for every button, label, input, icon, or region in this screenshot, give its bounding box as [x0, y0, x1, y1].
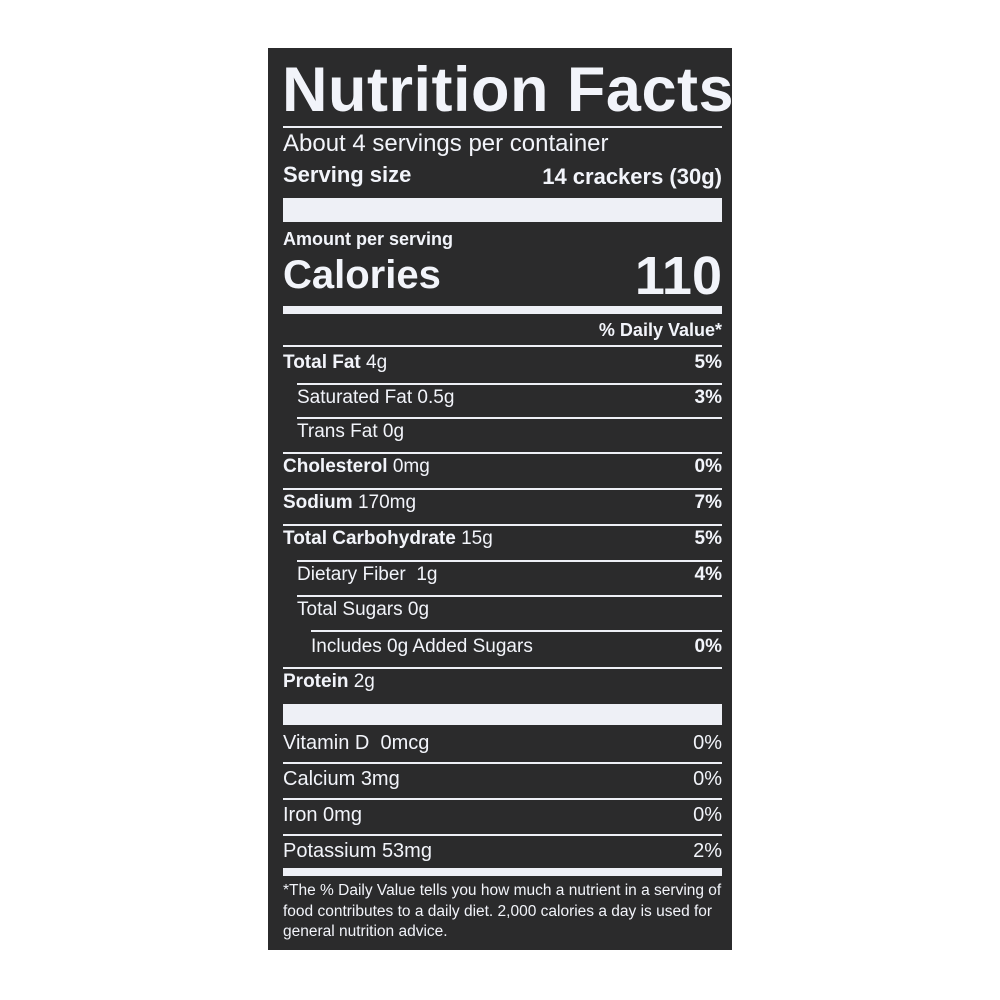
- divider: [283, 798, 722, 800]
- nutrient-dv: 3%: [694, 387, 722, 408]
- vitamin-dv: 0%: [693, 732, 722, 754]
- nutrient-amount: 0g: [407, 599, 430, 620]
- divider: [297, 417, 722, 419]
- label-title: Nutrition Facts: [282, 55, 735, 125]
- nutrient-amount: 4g: [366, 352, 388, 373]
- nutrient-row-sodium: Sodium 170mg 7%: [283, 488, 722, 518]
- vitamin-row-potassium: Potassium 53mg 2%: [283, 837, 722, 867]
- nutrition-facts-label: Nutrition Facts About 4 servings per con…: [268, 48, 735, 950]
- vitamin-name: Potassium: [283, 840, 377, 862]
- serving-size-label: Serving size: [283, 162, 412, 187]
- vitamin-amount: 53mg: [381, 840, 432, 862]
- calories-value: 110: [634, 246, 722, 306]
- amount-per-serving: Amount per serving: [283, 229, 454, 249]
- divider: [283, 524, 722, 526]
- thick-divider: [283, 198, 722, 222]
- nutrient-amount: 170mg: [357, 492, 417, 513]
- divider: [283, 126, 722, 128]
- calories-label: Calories: [283, 253, 441, 297]
- divider: [297, 595, 722, 597]
- nutrient-dv: 0%: [694, 636, 722, 657]
- nutrient-name: Saturated Fat: [297, 387, 413, 408]
- nutrient-dv: 5%: [694, 528, 722, 549]
- nutrient-name: Trans Fat: [297, 421, 378, 442]
- nutrient-row-protein: Protein 2g: [283, 667, 722, 697]
- nutrient-dv: 0%: [694, 456, 722, 477]
- divider: [297, 383, 722, 385]
- nutrient-dv: 5%: [694, 352, 722, 373]
- vitamin-amount: 3mg: [360, 768, 400, 790]
- divider: [283, 452, 722, 454]
- nutrient-name: Protein: [283, 671, 349, 692]
- nutrient-name: Cholesterol: [283, 456, 388, 477]
- nutrient-amount: 1g: [416, 564, 438, 585]
- divider: [283, 345, 722, 347]
- vitamin-amount: 0mg: [323, 804, 362, 826]
- nutrient-amount: 15g: [461, 528, 493, 549]
- nutrient-dv: 7%: [694, 492, 722, 513]
- divider: [283, 667, 722, 669]
- nutrient-row-added-sugars: Includes 0g Added Sugars 0%: [283, 632, 722, 662]
- vitamin-dv: 2%: [693, 840, 722, 862]
- nutrient-name: Sodium: [283, 492, 353, 513]
- nutrient-row-trans-fat: Trans Fat 0g: [283, 417, 722, 447]
- nutrient-row-total-carbohydrate: Total Carbohydrate 15g 5%: [283, 524, 722, 554]
- nutrient-row-total-fat: Total Fat 4g 5%: [283, 348, 722, 378]
- footnote: *The % Daily Value tells you how much a …: [283, 882, 722, 940]
- nutrient-name: Dietary Fiber: [297, 564, 406, 585]
- nutrient-row-total-sugars: Total Sugars 0g: [283, 595, 722, 625]
- nutrient-amount: 2g: [353, 671, 375, 692]
- vitamin-row-iron: Iron 0mg 0%: [283, 801, 722, 831]
- medium-divider: [283, 868, 722, 876]
- vitamin-name: Calcium: [283, 768, 356, 790]
- nutrient-name: Total Carbohydrate: [283, 528, 456, 549]
- nutrient-name: Total Fat: [283, 352, 361, 373]
- vitamin-row-vitamin-d: Vitamin D 0mcg 0%: [283, 729, 722, 759]
- vitamin-name: Iron: [283, 804, 318, 826]
- divider: [283, 834, 722, 836]
- nutrient-name: Includes 0g Added Sugars: [311, 636, 533, 657]
- nutrient-amount: 0g: [382, 421, 405, 442]
- nutrient-amount: 0.5g: [417, 387, 455, 408]
- divider: [283, 762, 722, 764]
- thick-divider: [283, 704, 722, 725]
- vitamin-name: Vitamin D: [283, 732, 370, 754]
- nutrient-row-dietary-fiber: Dietary Fiber 1g 4%: [283, 560, 722, 590]
- vitamin-row-calcium: Calcium 3mg 0%: [283, 765, 722, 795]
- vitamin-dv: 0%: [693, 804, 722, 826]
- vitamin-dv: 0%: [693, 768, 722, 790]
- nutrient-row-cholesterol: Cholesterol 0mg 0%: [283, 452, 722, 482]
- daily-value-header: % Daily Value*: [598, 320, 722, 340]
- vitamin-amount: 0mcg: [380, 732, 430, 754]
- nutrient-dv: 4%: [694, 564, 722, 585]
- nutrient-name: Total Sugars: [297, 599, 403, 620]
- divider: [283, 488, 722, 490]
- divider: [297, 560, 722, 562]
- medium-divider: [283, 306, 722, 314]
- serving-size-value: 14 crackers (30g): [542, 164, 722, 189]
- servings-per-container: About 4 servings per container: [283, 130, 609, 157]
- nutrient-amount: 0mg: [392, 456, 430, 477]
- nutrient-row-saturated-fat: Saturated Fat 0.5g 3%: [283, 383, 722, 413]
- divider: [311, 630, 722, 632]
